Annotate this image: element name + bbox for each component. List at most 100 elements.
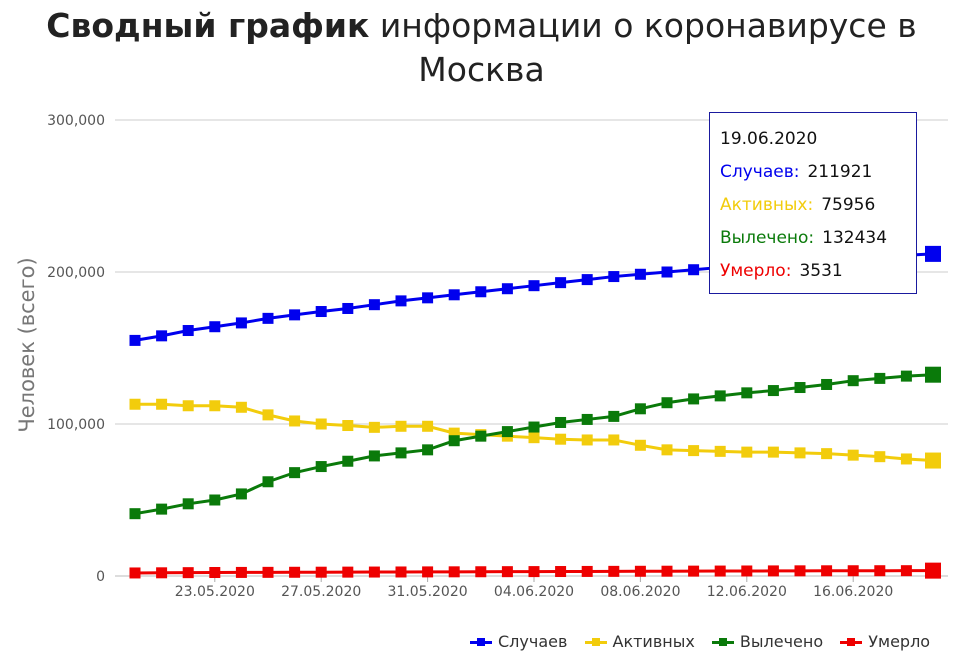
legend-item-deaths[interactable]: Умерло [840, 632, 930, 651]
data-point[interactable] [422, 420, 434, 432]
data-point[interactable] [156, 503, 168, 515]
data-point[interactable] [555, 566, 567, 578]
data-point[interactable] [262, 566, 274, 578]
data-point[interactable] [688, 445, 700, 457]
data-point[interactable] [821, 448, 833, 460]
data-point[interactable] [661, 397, 673, 409]
data-point[interactable] [874, 565, 886, 577]
data-point[interactable] [714, 565, 726, 577]
data-point[interactable] [634, 403, 646, 415]
data-point[interactable] [262, 409, 274, 421]
data-point[interactable] [874, 451, 886, 463]
legend-item-recovered[interactable]: Вылечено [711, 632, 823, 651]
data-point[interactable] [501, 426, 513, 438]
data-point[interactable] [661, 565, 673, 577]
data-point[interactable] [688, 565, 700, 577]
data-point[interactable] [634, 268, 646, 280]
data-point[interactable] [581, 434, 593, 446]
data-point[interactable] [448, 566, 460, 578]
data-point[interactable] [847, 449, 859, 461]
data-point[interactable] [900, 370, 912, 382]
data-point[interactable] [925, 562, 941, 579]
data-point[interactable] [368, 421, 380, 433]
data-point[interactable] [900, 453, 912, 465]
data-point[interactable] [634, 439, 646, 451]
data-point[interactable] [448, 427, 460, 439]
data-point[interactable] [235, 401, 247, 413]
data-point[interactable] [661, 444, 673, 456]
data-point[interactable] [262, 312, 274, 324]
data-point[interactable] [395, 295, 407, 307]
data-point[interactable] [741, 446, 753, 458]
data-point[interactable] [794, 447, 806, 459]
data-point[interactable] [528, 432, 540, 444]
data-point[interactable] [555, 433, 567, 445]
data-point[interactable] [501, 566, 513, 578]
data-point[interactable] [289, 415, 301, 427]
data-point[interactable] [501, 283, 513, 295]
data-point[interactable] [422, 292, 434, 304]
data-point[interactable] [661, 266, 673, 278]
data-point[interactable] [767, 446, 779, 458]
data-point[interactable] [475, 286, 487, 298]
data-point[interactable] [342, 420, 354, 432]
data-point[interactable] [925, 245, 941, 262]
data-point[interactable] [741, 565, 753, 577]
data-point[interactable] [581, 274, 593, 286]
data-point[interactable] [794, 382, 806, 394]
data-point[interactable] [315, 461, 327, 473]
data-point[interactable] [688, 393, 700, 405]
data-point[interactable] [315, 566, 327, 578]
data-point[interactable] [688, 264, 700, 276]
data-point[interactable] [368, 450, 380, 462]
data-point[interactable] [925, 366, 941, 383]
data-point[interactable] [289, 309, 301, 321]
data-point[interactable] [342, 455, 354, 467]
data-point[interactable] [900, 565, 912, 577]
data-point[interactable] [475, 566, 487, 578]
data-point[interactable] [608, 434, 620, 446]
data-point[interactable] [289, 467, 301, 479]
data-point[interactable] [209, 400, 221, 412]
data-point[interactable] [156, 330, 168, 342]
data-point[interactable] [422, 444, 434, 456]
data-point[interactable] [129, 508, 141, 520]
data-point[interactable] [555, 416, 567, 428]
data-point[interactable] [528, 421, 540, 433]
data-point[interactable] [368, 566, 380, 578]
data-point[interactable] [528, 566, 540, 578]
data-point[interactable] [608, 271, 620, 283]
data-point[interactable] [129, 334, 141, 346]
data-point[interactable] [767, 385, 779, 397]
data-point[interactable] [289, 566, 301, 578]
legend-item-active[interactable]: Активных [584, 632, 695, 651]
data-point[interactable] [608, 410, 620, 422]
data-point[interactable] [342, 302, 354, 314]
data-point[interactable] [555, 277, 567, 289]
data-point[interactable] [448, 289, 460, 301]
data-point[interactable] [156, 567, 168, 579]
data-point[interactable] [528, 280, 540, 292]
legend-item-cases[interactable]: Случаев [470, 632, 567, 651]
data-point[interactable] [262, 476, 274, 488]
data-point[interactable] [714, 445, 726, 457]
data-point[interactable] [448, 435, 460, 447]
data-point[interactable] [156, 398, 168, 410]
data-point[interactable] [129, 398, 141, 410]
data-point[interactable] [182, 567, 194, 579]
data-point[interactable] [821, 565, 833, 577]
data-point[interactable] [581, 565, 593, 577]
data-point[interactable] [741, 387, 753, 399]
data-point[interactable] [235, 317, 247, 329]
data-point[interactable] [235, 488, 247, 500]
data-point[interactable] [395, 447, 407, 459]
data-point[interactable] [342, 566, 354, 578]
data-point[interactable] [182, 400, 194, 412]
data-point[interactable] [874, 372, 886, 384]
data-point[interactable] [794, 565, 806, 577]
data-point[interactable] [395, 420, 407, 432]
data-point[interactable] [209, 567, 221, 579]
data-point[interactable] [235, 566, 247, 578]
data-point[interactable] [209, 494, 221, 506]
data-point[interactable] [925, 452, 941, 469]
